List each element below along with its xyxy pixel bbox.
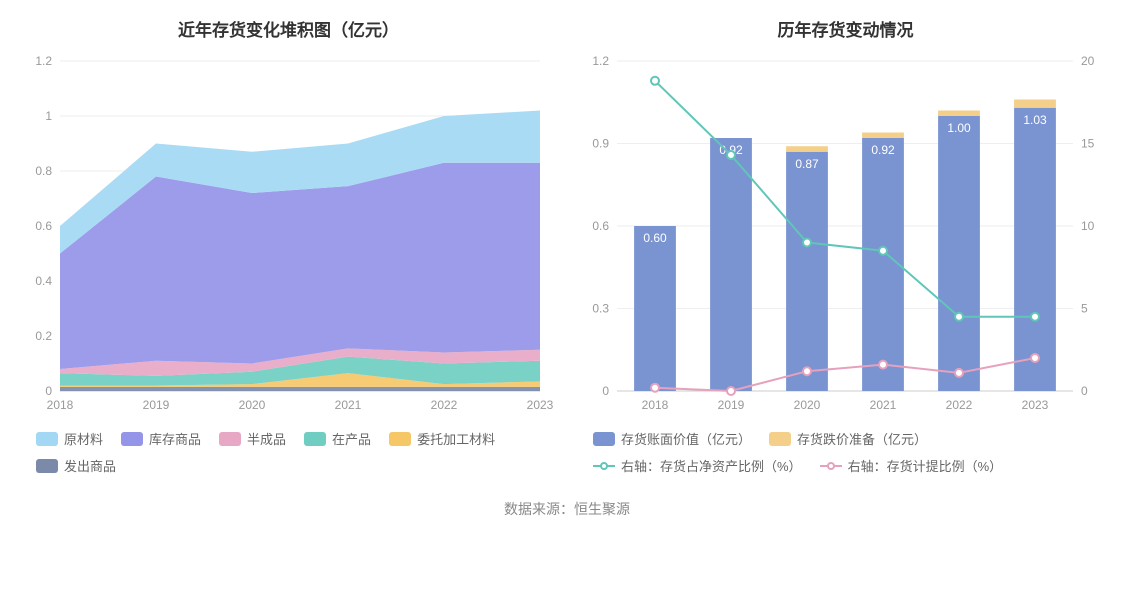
bar-value-label: 0.92	[871, 143, 895, 157]
legend-label: 存货跌价准备（亿元）	[797, 429, 927, 448]
legend-item: 发出商品	[36, 456, 116, 475]
bar-impairment	[786, 146, 828, 152]
svg-text:2023: 2023	[527, 398, 554, 412]
bar-book-value	[786, 152, 828, 391]
legend-label: 右轴：存货占净资产比例（%）	[621, 456, 802, 475]
svg-text:2018: 2018	[47, 398, 74, 412]
svg-text:15: 15	[1081, 137, 1095, 151]
right-chart-legend: 存货账面价值（亿元） 存货跌价准备（亿元） 右轴：存货占净资产比例（%） 右轴：存货计…	[577, 429, 1114, 475]
svg-text:1: 1	[45, 109, 52, 123]
legend-item: 存货跌价准备（亿元）	[769, 429, 927, 448]
bar-impairment	[938, 111, 980, 117]
legend-item: 右轴：存货占净资产比例（%）	[593, 456, 802, 475]
legend-item: 存货账面价值（亿元）	[593, 429, 751, 448]
line-provision-ratio-marker	[803, 367, 811, 375]
line-provision-ratio-marker	[955, 369, 963, 377]
line-provision-ratio-marker	[879, 361, 887, 369]
left-panel: 近年存货变化堆积图（亿元） 0 0.2 0.4 0.6 0.8 1 1.2 2018 2019 2…	[20, 10, 557, 475]
bar-value-label: 1.03	[1023, 113, 1047, 127]
left-chart: 0 0.2 0.4 0.6 0.8 1 1.2 2018 2019 2020 2021 2022 202…	[20, 55, 557, 415]
right-panel: 历年存货变动情况 0 0.3 0.6 0.9 1.2 0 5 10 15 20 2018 2019 20…	[577, 10, 1114, 475]
panels-row: 近年存货变化堆积图（亿元） 0 0.2 0.4 0.6 0.8 1 1.2 2018 2019 2…	[20, 10, 1114, 475]
svg-text:5: 5	[1081, 302, 1088, 316]
bar-book-value	[1014, 108, 1056, 391]
legend-line-swatch	[820, 459, 842, 473]
bar-value-label: 0.60	[643, 231, 667, 245]
legend-swatch	[304, 432, 326, 446]
line-provision-ratio-marker	[1031, 354, 1039, 362]
svg-text:2021: 2021	[870, 398, 897, 412]
svg-text:10: 10	[1081, 219, 1095, 233]
line-provision-ratio-marker	[727, 387, 735, 395]
svg-text:2021: 2021	[335, 398, 362, 412]
legend-item: 委托加工材料	[389, 429, 495, 448]
line-provision-ratio-marker	[651, 384, 659, 392]
bar-value-label: 0.87	[795, 157, 819, 171]
svg-text:0.6: 0.6	[35, 219, 52, 233]
legend-label: 发出商品	[64, 456, 116, 475]
svg-text:0.6: 0.6	[592, 219, 609, 233]
legend-line-swatch	[593, 459, 615, 473]
svg-text:0.8: 0.8	[35, 164, 52, 178]
right-chart-title: 历年存货变动情况	[577, 16, 1114, 41]
line-net-asset-ratio-marker	[651, 77, 659, 85]
svg-text:1.2: 1.2	[35, 55, 52, 68]
legend-label: 委托加工材料	[417, 429, 495, 448]
svg-text:2019: 2019	[718, 398, 745, 412]
bar-impairment	[1014, 100, 1056, 108]
line-net-asset-ratio-marker	[1031, 313, 1039, 321]
bar-book-value	[710, 138, 752, 391]
data-source-label: 数据来源：恒生聚源	[20, 499, 1114, 519]
legend-item: 右轴：存货计提比例（%）	[820, 456, 1003, 475]
svg-text:2020: 2020	[239, 398, 266, 412]
svg-text:0.2: 0.2	[35, 329, 52, 343]
svg-text:1.2: 1.2	[592, 55, 609, 68]
line-net-asset-ratio-marker	[879, 247, 887, 255]
page-root: 近年存货变化堆积图（亿元） 0 0.2 0.4 0.6 0.8 1 1.2 2018 2019 2…	[0, 0, 1134, 612]
left-chart-title: 近年存货变化堆积图（亿元）	[20, 16, 557, 41]
bar-book-value	[938, 116, 980, 391]
line-net-asset-ratio-marker	[803, 239, 811, 247]
legend-swatch	[36, 432, 58, 446]
svg-text:2022: 2022	[946, 398, 973, 412]
svg-text:0: 0	[602, 384, 609, 398]
svg-text:2022: 2022	[431, 398, 458, 412]
svg-text:2018: 2018	[642, 398, 669, 412]
svg-text:0.4: 0.4	[35, 274, 52, 288]
legend-label: 半成品	[247, 429, 286, 448]
right-chart: 0 0.3 0.6 0.9 1.2 0 5 10 15 20 2018 2019 2020 2021 202…	[577, 55, 1114, 415]
bar-impairment	[862, 133, 904, 139]
bar-value-label: 1.00	[947, 121, 971, 135]
svg-text:20: 20	[1081, 55, 1095, 68]
svg-text:0: 0	[45, 384, 52, 398]
legend-item: 在产品	[304, 429, 371, 448]
legend-label: 在产品	[332, 429, 371, 448]
svg-text:2023: 2023	[1022, 398, 1049, 412]
svg-text:2020: 2020	[794, 398, 821, 412]
bar-book-value	[634, 226, 676, 391]
legend-label: 原材料	[64, 429, 103, 448]
legend-swatch	[219, 432, 241, 446]
legend-swatch	[593, 432, 615, 446]
line-net-asset-ratio-marker	[727, 151, 735, 159]
legend-swatch	[36, 459, 58, 473]
line-net-asset-ratio-marker	[955, 313, 963, 321]
legend-item: 原材料	[36, 429, 103, 448]
legend-swatch	[769, 432, 791, 446]
legend-label: 存货账面价值（亿元）	[621, 429, 751, 448]
area-series	[60, 387, 540, 391]
legend-label: 库存商品	[149, 429, 201, 448]
legend-item: 半成品	[219, 429, 286, 448]
svg-text:0: 0	[1081, 384, 1088, 398]
legend-item: 库存商品	[121, 429, 201, 448]
svg-text:2019: 2019	[143, 398, 170, 412]
legend-swatch	[121, 432, 143, 446]
legend-label: 右轴：存货计提比例（%）	[848, 456, 1003, 475]
legend-swatch	[389, 432, 411, 446]
left-chart-legend: 原材料 库存商品 半成品 在产品 委托加工材料发出商品	[20, 429, 557, 475]
svg-text:0.9: 0.9	[592, 137, 609, 151]
svg-text:0.3: 0.3	[592, 302, 609, 316]
